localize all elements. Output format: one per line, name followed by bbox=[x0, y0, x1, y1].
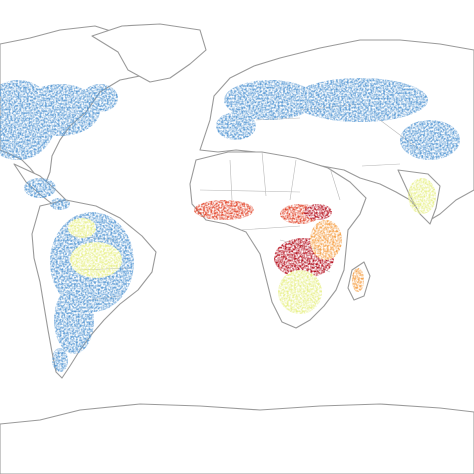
intensity-amazon-basin-0 bbox=[70, 242, 122, 278]
intensity-north-america-2 bbox=[82, 84, 118, 112]
land-africa bbox=[189, 151, 367, 329]
intensity-south-america-1 bbox=[54, 286, 94, 354]
intensity-amazon-basin-1 bbox=[68, 218, 96, 238]
intensity-north-america-1 bbox=[20, 84, 100, 136]
intensity-madagascar-0 bbox=[352, 268, 364, 292]
intensity-central-america-0 bbox=[24, 178, 56, 198]
intensity-southern-africa-0 bbox=[278, 270, 322, 314]
intensity-layer bbox=[0, 78, 460, 372]
intensity-central-africa-1 bbox=[304, 204, 332, 220]
intensity-south-america-2 bbox=[52, 348, 68, 372]
land-greenland bbox=[91, 23, 207, 83]
intensity-west-africa-0 bbox=[194, 200, 254, 220]
land-antarctica bbox=[0, 403, 474, 474]
intensity-central-america-1 bbox=[50, 198, 70, 210]
intensity-india-0 bbox=[408, 178, 436, 214]
intensity-east-africa-0 bbox=[310, 220, 342, 260]
intensity-central-asia-0 bbox=[292, 78, 428, 122]
intensity-central-asia-1 bbox=[400, 120, 460, 160]
intensity-europe-0 bbox=[224, 80, 316, 120]
intensity-europe-1 bbox=[216, 112, 256, 140]
